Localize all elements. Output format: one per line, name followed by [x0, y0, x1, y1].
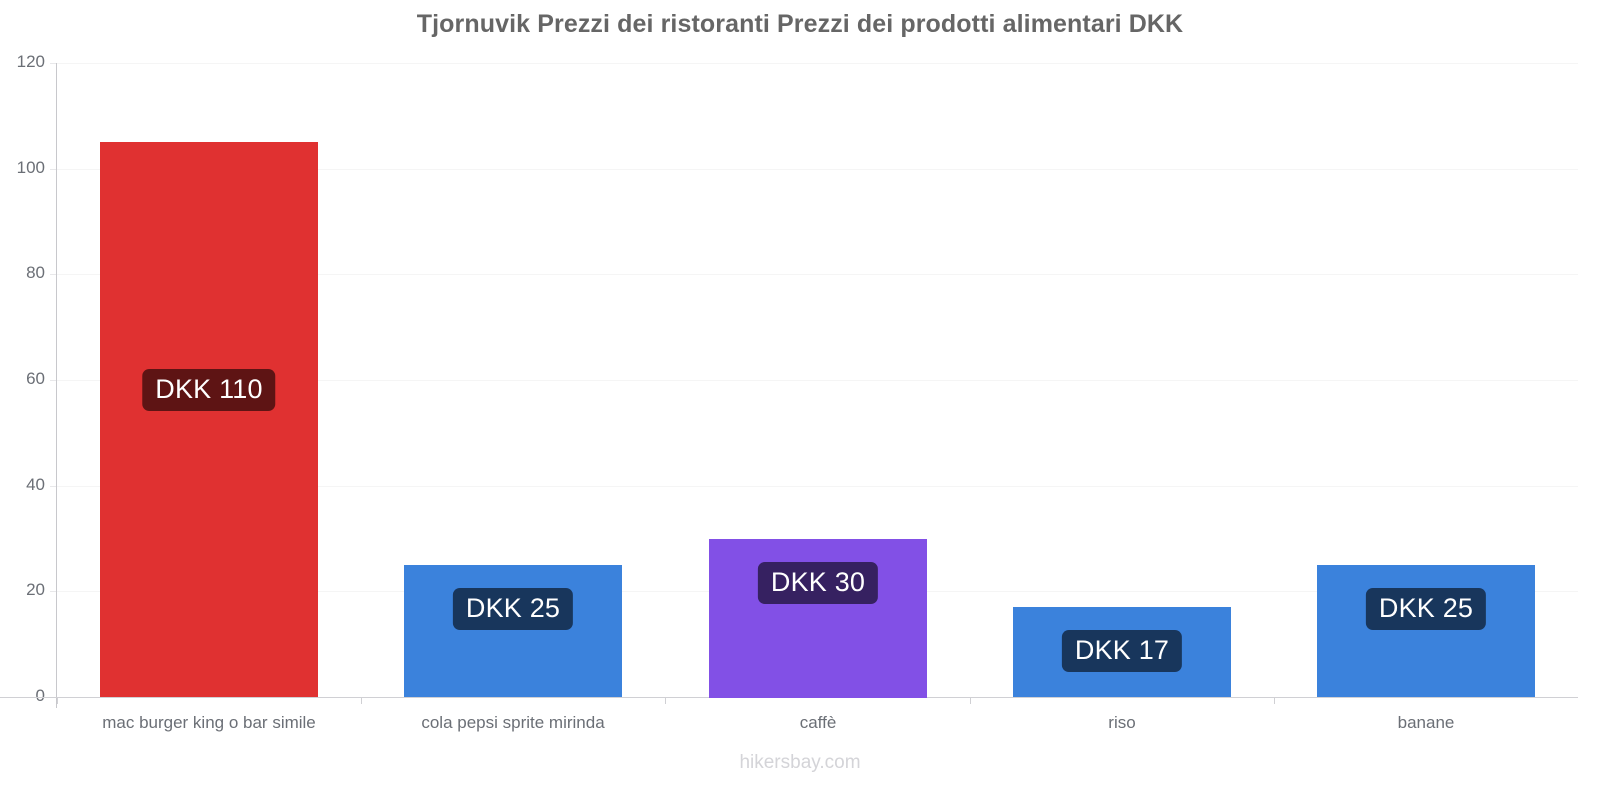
x-axis-category-label: banane — [1397, 713, 1455, 732]
y-axis-tick-mark — [50, 591, 57, 592]
x-axis-category-label: cola pepsi sprite mirinda — [421, 713, 605, 732]
bar-value-label: DKK 25 — [1365, 588, 1487, 630]
gridline — [57, 169, 1578, 170]
bar-value-label: DKK 25 — [452, 588, 574, 630]
y-axis-tick-label: 0 — [35, 686, 45, 705]
gridline — [57, 380, 1578, 381]
gridline — [57, 486, 1578, 487]
y-axis-tick-mark — [50, 380, 57, 381]
x-axis-tick-mark — [361, 697, 362, 704]
x-axis-tick-mark — [665, 697, 666, 704]
x-axis-tick-mark — [1274, 697, 1275, 704]
y-axis-line — [56, 63, 57, 708]
bar[interactable] — [100, 142, 318, 697]
y-axis-tick-label: 60 — [26, 369, 45, 388]
x-axis-category-label: riso — [1108, 713, 1136, 732]
bar-value-label: DKK 17 — [1061, 630, 1183, 672]
y-axis-tick-mark — [50, 63, 57, 64]
y-axis-tick-label: 100 — [16, 158, 45, 177]
gridline — [57, 274, 1578, 275]
y-axis-tick-label: 20 — [26, 580, 45, 599]
bar[interactable] — [404, 565, 622, 697]
x-axis-tick-mark — [57, 697, 58, 704]
bar-value-label: DKK 110 — [142, 369, 276, 411]
y-axis-tick-label: 80 — [26, 263, 45, 282]
gridline — [57, 63, 1578, 64]
y-axis-tick-mark — [50, 274, 57, 275]
bar-value-label: DKK 30 — [757, 562, 879, 604]
footer-credit: hikersbay.com — [739, 752, 861, 773]
y-axis-tick-mark — [50, 486, 57, 487]
bar[interactable] — [1317, 565, 1535, 697]
y-axis-tick-label: 40 — [26, 475, 45, 494]
y-axis-tick-mark — [50, 169, 57, 170]
x-axis-category-label: mac burger king o bar simile — [102, 713, 316, 732]
y-axis-tick-label: 120 — [16, 52, 45, 71]
x-axis-tick-mark — [970, 697, 971, 704]
x-axis-category-label: caffè — [799, 713, 837, 732]
chart-title: Tjornuvik Prezzi dei ristoranti Prezzi d… — [416, 10, 1184, 38]
